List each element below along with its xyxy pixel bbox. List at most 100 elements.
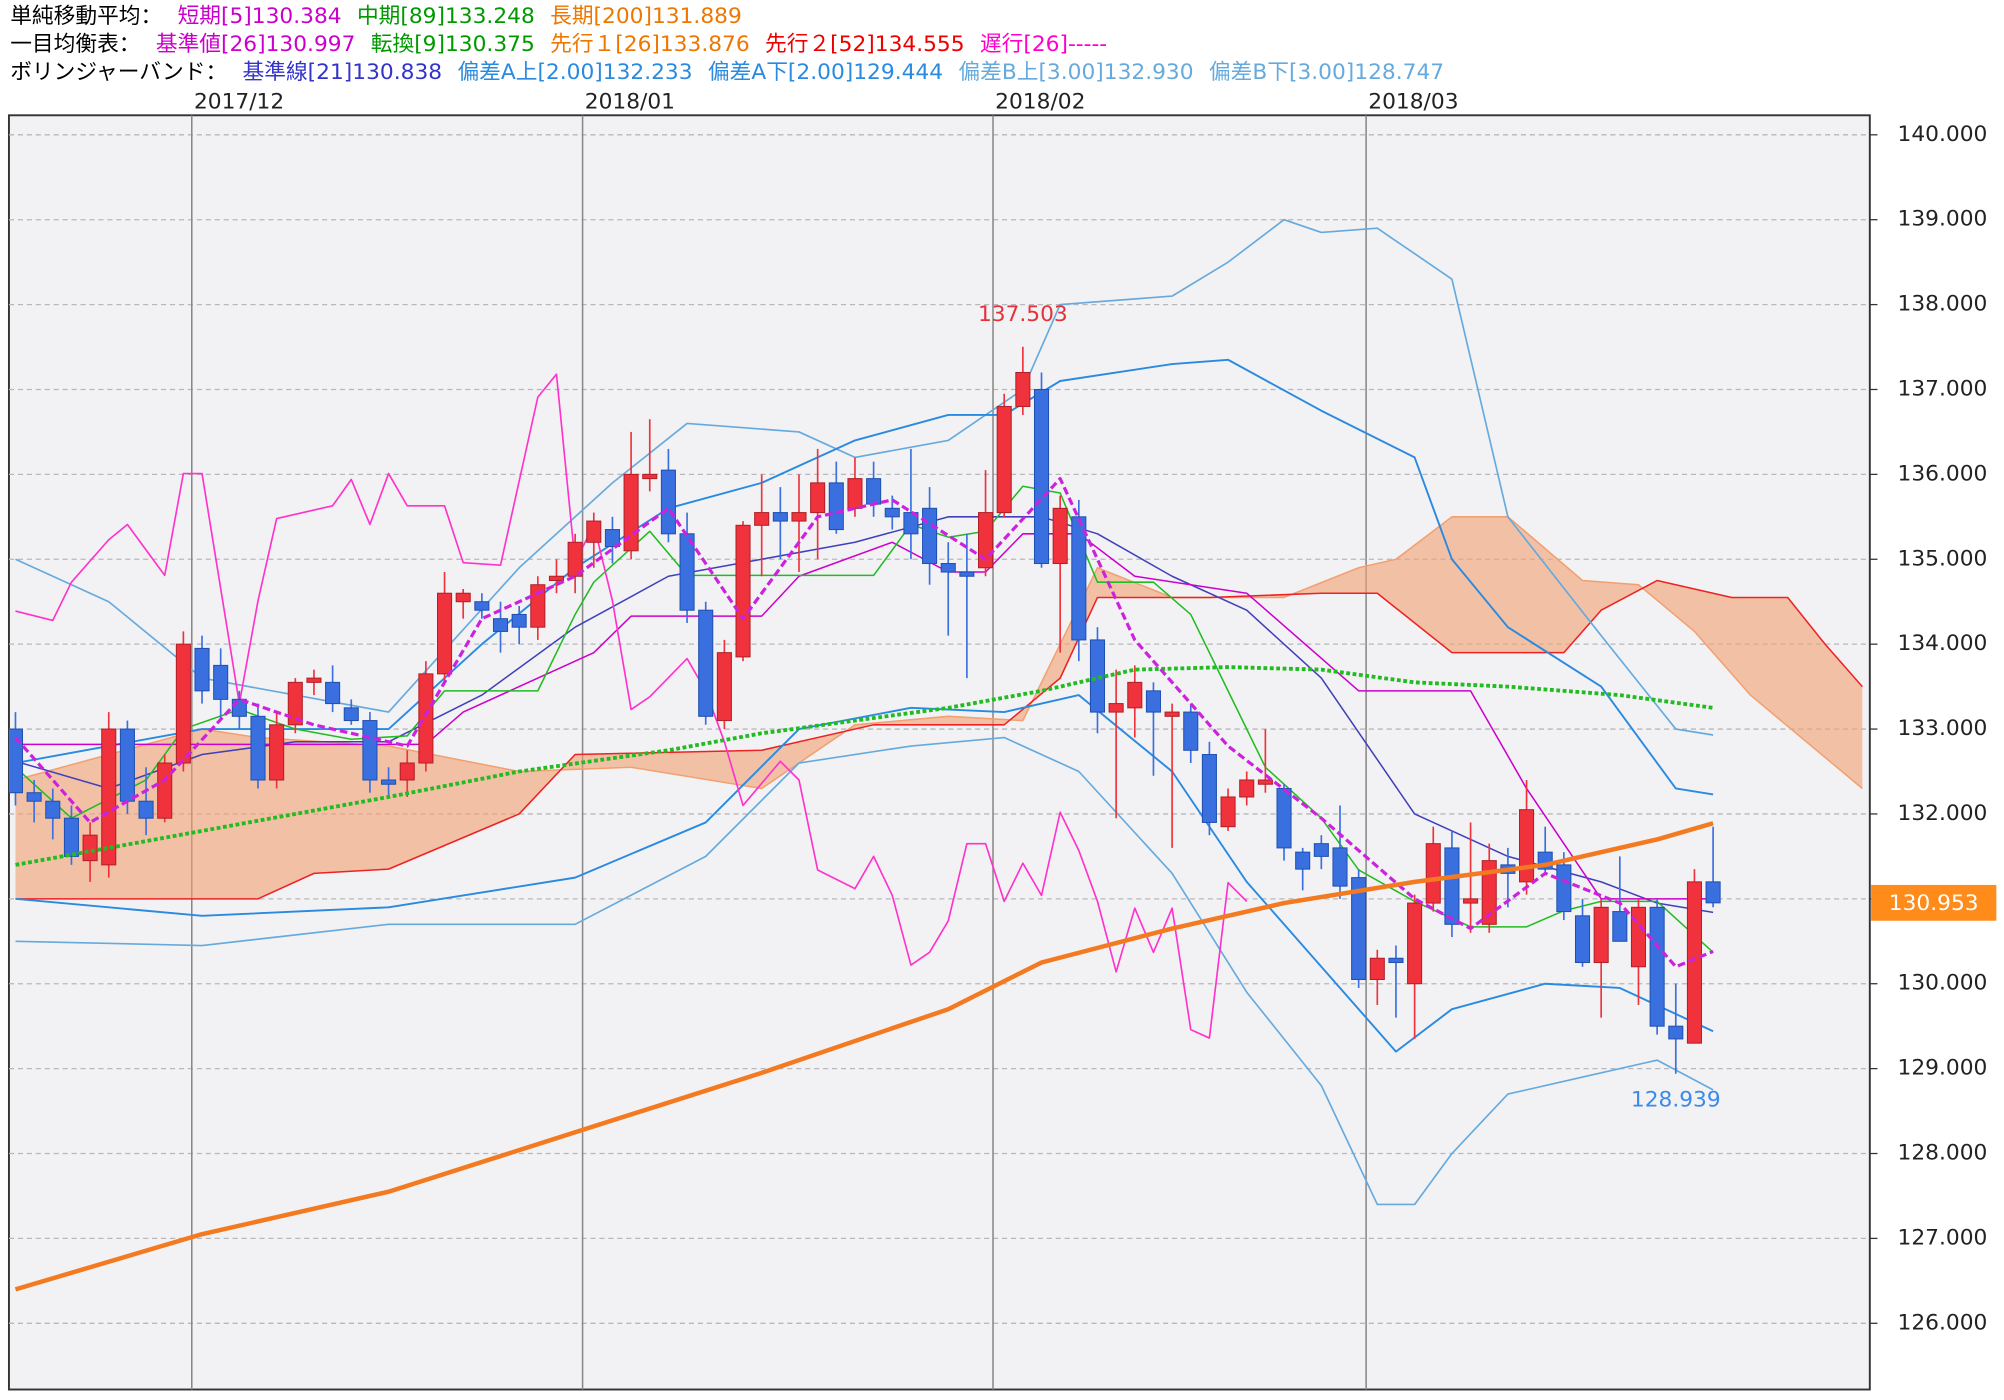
candle-body bbox=[810, 482, 826, 514]
legend-entry: 先行２[52]134.555 bbox=[765, 32, 965, 57]
candle-body bbox=[1705, 881, 1721, 904]
candle-body bbox=[698, 609, 714, 717]
candle-body bbox=[101, 728, 117, 866]
candle-body bbox=[847, 478, 863, 509]
price-tag-label: 130.953 bbox=[1889, 891, 1979, 916]
legend-entry: 基準線[21]130.838 bbox=[243, 60, 443, 85]
candle-body bbox=[306, 677, 322, 683]
legend-entry: 長期[200]131.889 bbox=[550, 4, 742, 29]
candle-body bbox=[1574, 915, 1591, 964]
candle-body bbox=[1201, 754, 1217, 823]
legend-entry: 短期[5]130.384 bbox=[178, 4, 342, 29]
candle-body bbox=[586, 520, 602, 543]
legend-entry: 転換[9]130.375 bbox=[371, 32, 535, 57]
candle-body bbox=[754, 512, 770, 526]
candle-body bbox=[1593, 906, 1609, 964]
legend-entry: 中期[89]133.248 bbox=[357, 4, 535, 29]
candle-body bbox=[996, 405, 1012, 514]
indicator-line bbox=[14, 821, 1714, 1292]
candle-body bbox=[735, 524, 751, 658]
y-tick-label: 137.000 bbox=[1898, 376, 1988, 401]
candle-body bbox=[418, 673, 434, 764]
x-tick-label: 2018/02 bbox=[995, 90, 1085, 115]
candle-body bbox=[1257, 779, 1273, 785]
x-tick-label: 2018/01 bbox=[585, 90, 675, 115]
candle-body bbox=[474, 601, 490, 611]
candle-body bbox=[343, 707, 359, 722]
y-tick-label: 132.000 bbox=[1898, 801, 1988, 826]
candle-body bbox=[437, 592, 453, 675]
candle-body bbox=[716, 652, 732, 722]
plot-layer bbox=[8, 115, 1870, 1390]
candle-body bbox=[157, 762, 173, 819]
indicator-line bbox=[15, 218, 1714, 736]
candle-body bbox=[1071, 516, 1087, 641]
candle-body bbox=[1052, 507, 1068, 565]
low-label: 128.939 bbox=[1631, 1088, 1721, 1113]
candle-body bbox=[1369, 957, 1385, 980]
legend-entry: 偏差B上[3.00]132.930 bbox=[958, 60, 1193, 85]
candle-body bbox=[642, 473, 658, 480]
candle-body bbox=[45, 800, 61, 819]
candle-body bbox=[567, 541, 583, 577]
candle-body bbox=[1519, 809, 1535, 883]
indicator-line bbox=[15, 665, 1714, 867]
candle-body bbox=[1649, 906, 1665, 1027]
candle-body bbox=[1220, 796, 1236, 828]
candle-body bbox=[8, 728, 24, 794]
candle-body bbox=[548, 575, 565, 582]
legend-entry: 偏差B下[3.00]128.747 bbox=[1209, 60, 1444, 85]
candle-body bbox=[250, 715, 266, 781]
candle-body bbox=[1276, 787, 1292, 849]
candle-body bbox=[940, 563, 956, 573]
candle-body bbox=[1183, 711, 1199, 751]
price-tag bbox=[1871, 884, 1997, 921]
candle-body bbox=[1444, 847, 1460, 925]
legend-entry: 遅行[26]----- bbox=[980, 32, 1107, 57]
candle-body bbox=[82, 834, 98, 862]
candle-body bbox=[119, 728, 135, 802]
candle-body bbox=[1033, 388, 1050, 565]
y-tick-label: 140.000 bbox=[1898, 122, 1988, 147]
candle-body bbox=[828, 482, 844, 531]
candle-body bbox=[1463, 898, 1479, 904]
y-tick-label: 134.000 bbox=[1898, 631, 1988, 656]
candle-body bbox=[1351, 877, 1367, 980]
candle-body bbox=[213, 664, 229, 700]
y-tick-label: 126.000 bbox=[1898, 1310, 1988, 1335]
y-tick-label: 129.000 bbox=[1898, 1056, 1988, 1081]
candle-body bbox=[1145, 690, 1161, 713]
candle-body bbox=[604, 529, 620, 548]
indicator-line bbox=[15, 694, 1714, 1053]
y-tick-label: 128.000 bbox=[1898, 1141, 1988, 1166]
candle-body bbox=[1332, 847, 1348, 887]
candle-body bbox=[63, 817, 79, 857]
candle-body bbox=[1630, 906, 1647, 968]
candle-body bbox=[772, 512, 788, 522]
candle-body bbox=[791, 512, 807, 522]
candle-body bbox=[1108, 703, 1124, 713]
y-tick-label: 133.000 bbox=[1898, 716, 1988, 741]
candle-body bbox=[530, 584, 546, 628]
legend-entry: 偏差A下[2.00]129.444 bbox=[708, 60, 943, 85]
legend-entry: 偏差A上[2.00]132.233 bbox=[457, 60, 692, 85]
candle-body bbox=[362, 720, 378, 781]
candle-body bbox=[1556, 864, 1572, 913]
candle-body bbox=[325, 681, 341, 705]
candle-body bbox=[1015, 371, 1031, 407]
high-label: 137.503 bbox=[978, 302, 1068, 327]
candle-body bbox=[959, 571, 975, 577]
candle-body bbox=[1481, 860, 1497, 925]
y-tick-label: 130.000 bbox=[1898, 971, 1988, 996]
candle-body bbox=[1388, 957, 1404, 964]
y-tick-label: 136.000 bbox=[1898, 461, 1988, 486]
candle-body bbox=[138, 800, 154, 819]
candle-body bbox=[903, 512, 919, 535]
candle-body bbox=[455, 592, 471, 603]
candle-body bbox=[922, 507, 938, 565]
candle-body bbox=[1127, 681, 1143, 709]
overlay-layer: 単純移動平均： 短期[5]130.384 中期[89]133.248 長期[200]1… bbox=[10, 4, 1997, 1335]
candle-body bbox=[175, 643, 191, 764]
